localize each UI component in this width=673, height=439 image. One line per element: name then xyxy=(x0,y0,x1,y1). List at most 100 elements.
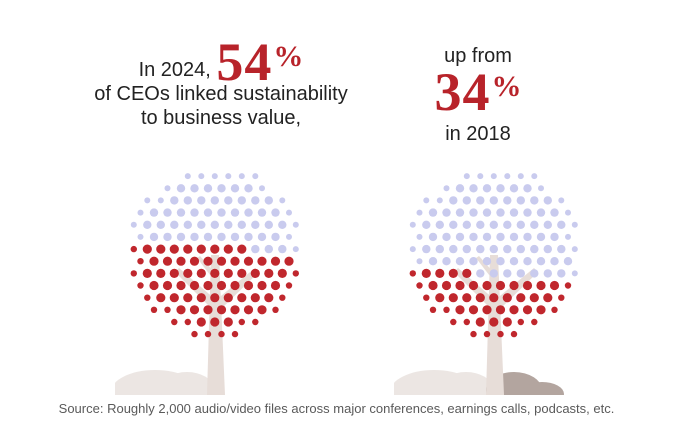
dot-remainder xyxy=(259,185,265,192)
dot-share xyxy=(509,305,519,315)
dot-remainder xyxy=(543,196,552,205)
dot-share xyxy=(522,305,533,315)
dot-remainder xyxy=(536,257,546,266)
dot-remainder xyxy=(210,220,219,229)
dot-share xyxy=(149,280,159,291)
dot-remainder xyxy=(449,244,458,254)
dot-share xyxy=(272,306,279,313)
dot-remainder xyxy=(279,197,286,204)
dot-remainder xyxy=(489,196,498,205)
dot-remainder xyxy=(469,184,478,193)
dot-share xyxy=(482,280,492,291)
dot-remainder xyxy=(436,197,443,204)
dot-share xyxy=(230,280,240,291)
dot-share xyxy=(529,293,539,303)
stat-2024-desc-line2: to business value, xyxy=(140,107,302,129)
dot-share xyxy=(264,268,274,278)
dot-remainder xyxy=(476,269,485,278)
dot-remainder xyxy=(203,208,213,217)
dot-share xyxy=(468,305,479,315)
dot-share xyxy=(218,330,225,338)
dot-remainder xyxy=(197,196,206,205)
dot-remainder xyxy=(278,220,287,229)
dot-remainder xyxy=(190,208,199,217)
dot-remainder xyxy=(428,232,438,242)
dot-remainder xyxy=(409,221,416,228)
dot-share xyxy=(142,244,152,254)
dot-remainder xyxy=(462,244,471,254)
dot-remainder xyxy=(428,208,438,217)
dot-remainder xyxy=(286,209,292,216)
dot-remainder xyxy=(463,173,470,180)
dot-share xyxy=(495,280,506,291)
dot-remainder xyxy=(164,185,171,192)
dot-remainder xyxy=(183,196,192,205)
dot-share xyxy=(475,293,485,303)
stat-2024-value: 54% xyxy=(216,32,304,92)
dot-remainder xyxy=(503,196,512,205)
source-note: Source: Roughly 2,000 audio/video files … xyxy=(58,401,615,416)
dot-remainder xyxy=(143,220,152,229)
dot-remainder xyxy=(230,232,240,242)
dot-remainder xyxy=(257,232,267,242)
dot-remainder xyxy=(482,232,492,242)
dot-share xyxy=(483,330,491,338)
dot-share xyxy=(455,305,465,315)
dot-remainder xyxy=(190,232,199,242)
dot-share xyxy=(416,282,423,289)
dot-remainder xyxy=(170,220,179,229)
dot-remainder xyxy=(230,208,240,217)
dot-share xyxy=(237,244,247,254)
dot-remainder xyxy=(271,232,280,242)
dot-share xyxy=(482,305,492,315)
dot-remainder xyxy=(292,246,299,253)
dot-share xyxy=(536,305,546,315)
dot-share xyxy=(204,330,212,338)
dot-share xyxy=(176,280,186,291)
dot-share xyxy=(144,294,151,301)
dot-share xyxy=(462,293,472,303)
dot-remainder xyxy=(416,258,423,265)
dot-remainder xyxy=(563,257,573,266)
dot-remainder xyxy=(244,232,253,242)
dot-remainder xyxy=(149,208,159,217)
dot-share xyxy=(230,305,240,315)
dot-share xyxy=(196,244,206,254)
dot-remainder xyxy=(509,257,519,266)
dot-remainder xyxy=(503,220,512,229)
dot-remainder xyxy=(198,173,205,180)
dot-remainder xyxy=(156,220,165,229)
dot-share xyxy=(551,306,558,313)
dot-share xyxy=(543,293,553,303)
dot-remainder xyxy=(550,208,559,217)
dot-remainder xyxy=(217,232,226,242)
dot-remainder xyxy=(571,246,578,253)
dot-share xyxy=(196,293,206,303)
dot-remainder xyxy=(244,184,253,193)
dot-share xyxy=(443,306,450,313)
dot-remainder xyxy=(224,220,233,229)
dot-remainder xyxy=(557,269,566,278)
dot-share xyxy=(216,305,227,315)
stat-2024-text: In 2024, 54% of CEOs linked sustainabili… xyxy=(86,32,356,130)
dot-share xyxy=(564,282,572,289)
dot-remainder xyxy=(531,173,538,180)
dot-share xyxy=(150,306,158,313)
dot-share xyxy=(409,270,416,277)
dot-share xyxy=(203,305,213,315)
dot-share xyxy=(257,256,267,266)
stat-2018-text: up from 34% in 2018 xyxy=(388,44,568,146)
dot-share xyxy=(184,318,191,326)
dot-remainder xyxy=(509,232,519,242)
dot-share xyxy=(549,280,560,291)
dot-remainder xyxy=(449,196,458,205)
dot-share xyxy=(292,270,299,277)
tree-2024 xyxy=(115,173,299,395)
dot-share xyxy=(176,305,186,315)
dot-share xyxy=(237,293,247,303)
dot-remainder xyxy=(489,269,498,278)
dot-remainder xyxy=(203,232,213,242)
dot-share xyxy=(448,293,458,303)
dot-share xyxy=(448,268,458,278)
dot-share xyxy=(252,318,259,326)
